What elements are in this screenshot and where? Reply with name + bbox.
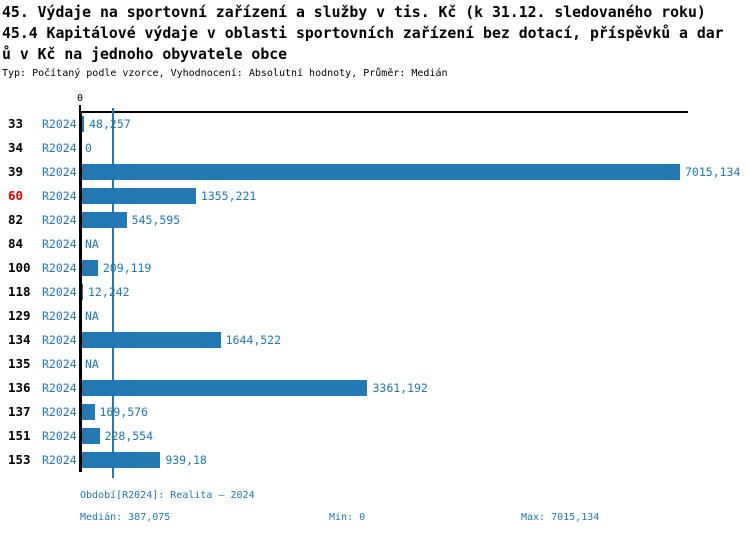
row-period-label: R2024 (42, 237, 77, 251)
row-period-label: R2024 (42, 165, 77, 179)
row-category-label: 134 (8, 332, 31, 347)
row-period-label: R2024 (42, 357, 77, 371)
bar (80, 452, 161, 468)
row-category-label: 118 (8, 284, 31, 299)
bar-value-label: 169,576 (99, 405, 148, 419)
row-period-label: R2024 (42, 261, 77, 275)
bar-value-label: 12,242 (88, 285, 130, 299)
page-subtitle-line2: ů v Kč na jednoho obyvatele obce (2, 46, 288, 63)
row-period-label: R2024 (42, 309, 77, 323)
row-period-label: R2024 (42, 429, 77, 443)
row-category-label: 60 (8, 188, 24, 203)
row-period-label: R2024 (42, 453, 77, 467)
median-reference-line (112, 108, 114, 478)
bar (80, 116, 85, 132)
max-stat: Max: 7015,134 (521, 512, 600, 523)
row-category-label: 129 (8, 308, 31, 323)
row-period-label: R2024 (42, 189, 77, 203)
row-period-label: R2024 (42, 381, 77, 395)
period-legend: Období[R2024]: Realita – 2024 (80, 490, 255, 501)
row-category-label: 153 (8, 452, 31, 467)
row-period-label: R2024 (42, 141, 77, 155)
x-axis-zero-tick-mark (79, 105, 81, 112)
y-axis-line (78, 111, 82, 472)
row-category-label: 39 (8, 164, 24, 179)
row-period-label: R2024 (42, 285, 77, 299)
bar-value-label: NA (85, 309, 99, 323)
row-period-label: R2024 (42, 213, 77, 227)
page-subtitle-line1: 45.4 Kapitálové výdaje v oblasti sportov… (2, 25, 724, 42)
row-period-label: R2024 (42, 117, 77, 131)
row-period-label: R2024 (42, 405, 77, 419)
row-category-label: 100 (8, 260, 31, 275)
median-stat: Medián: 387,075 (80, 512, 171, 523)
row-category-label: 33 (8, 116, 24, 131)
row-category-label: 82 (8, 212, 24, 227)
bar (80, 260, 98, 276)
bar-value-label: NA (85, 237, 99, 251)
bar (80, 380, 368, 396)
x-axis-zero-tick-label: 0 (76, 93, 84, 104)
row-category-label: 135 (8, 356, 31, 371)
min-stat: Min: 0 (329, 512, 366, 523)
page-title: 45. Výdaje na sportovní zařízení a služb… (2, 4, 706, 21)
bar-value-label: NA (85, 357, 99, 371)
bar-value-label: 228,554 (104, 429, 154, 443)
bar-value-label: 0 (85, 141, 92, 155)
row-category-label: 151 (8, 428, 31, 443)
bar (80, 428, 100, 444)
bar (80, 332, 221, 348)
bar (80, 212, 127, 228)
bar-value-label: 1644,522 (225, 333, 282, 347)
bar-value-label: 48,257 (89, 117, 131, 131)
row-category-label: 84 (8, 236, 24, 251)
row-category-label: 137 (8, 404, 31, 419)
bar (80, 284, 83, 300)
bar-value-label: 209,119 (102, 261, 152, 275)
bar (80, 164, 680, 180)
bar-value-label: 3361,192 (372, 381, 428, 395)
bar-value-label: 7015,134 (685, 165, 741, 179)
bar-value-label: 939,18 (165, 453, 207, 467)
bar (80, 404, 95, 420)
bar-value-label: 545,595 (131, 213, 181, 227)
row-category-label: 34 (8, 140, 24, 155)
chart-meta-line: Typ: Počítaný podle vzorce, Vyhodnocení:… (2, 68, 448, 79)
bar-value-label: 1355,221 (200, 189, 257, 203)
row-period-label: R2024 (42, 333, 77, 347)
x-axis-line (80, 111, 688, 113)
bar (80, 188, 196, 204)
row-category-label: 136 (8, 380, 31, 395)
